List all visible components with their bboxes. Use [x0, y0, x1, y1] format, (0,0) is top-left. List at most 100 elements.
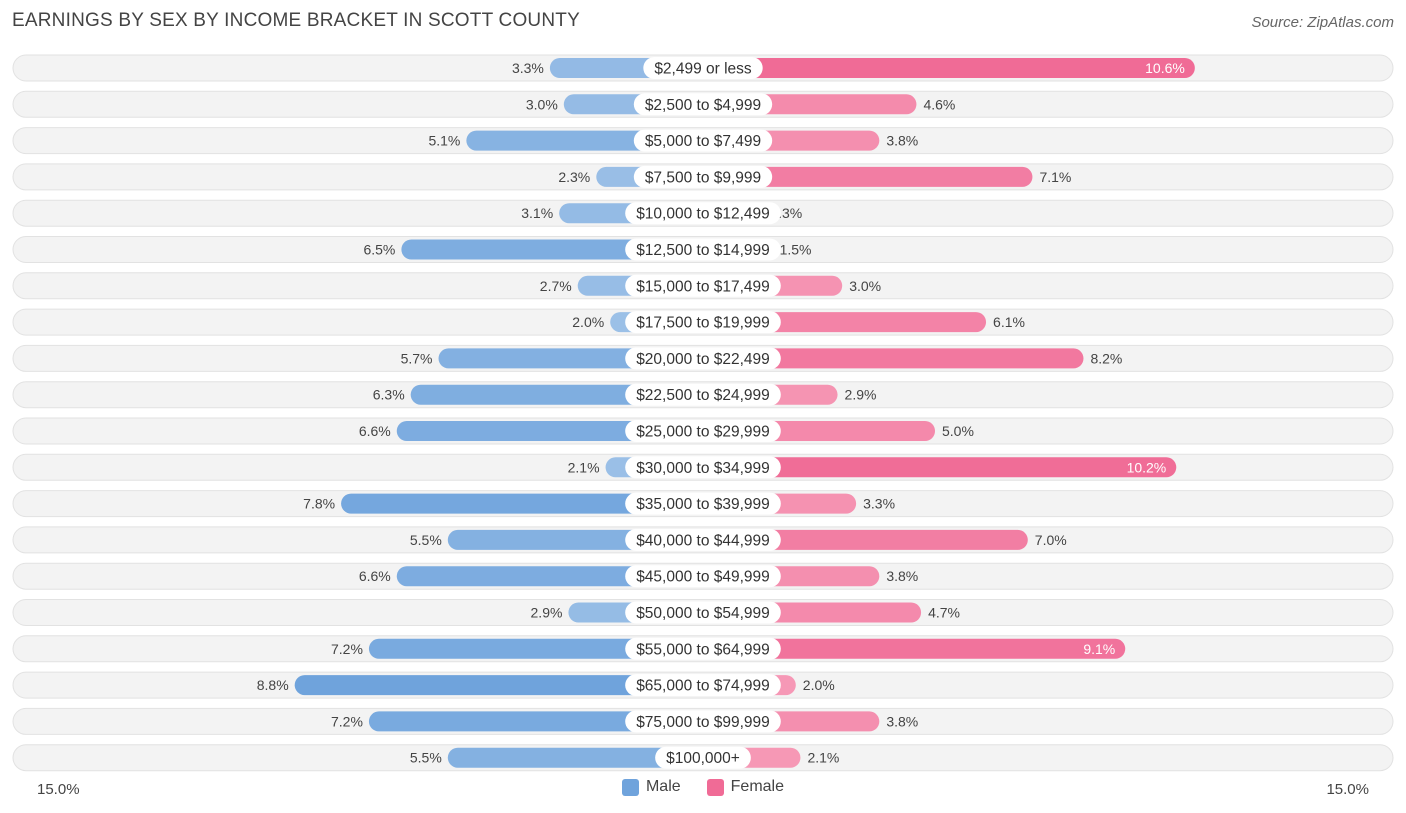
category-pill: [643, 57, 763, 79]
table-row: 8.8% 2.0% $65,000 to $74,999: [12, 671, 1394, 699]
category-pill: [625, 347, 781, 370]
category-pill: [625, 710, 781, 733]
category-pill: [625, 637, 781, 660]
legend-label-male: Male: [645, 778, 681, 795]
category-pill: [625, 420, 781, 442]
table-row: 5.7% 8.2% $20,000 to $22,499: [12, 344, 1394, 372]
category-pill: [625, 528, 781, 551]
value-label-female: 4.6%: [923, 96, 955, 112]
table-row: 6.3% 2.9% $22,500 to $24,999: [12, 381, 1394, 409]
value-label-female: 3.3%: [863, 496, 895, 512]
value-label-male: 6.6%: [359, 568, 391, 584]
category-label: $2,500 to $4,999: [645, 97, 761, 114]
category-pill: [625, 492, 781, 515]
category-label: $5,000 to $7,499: [645, 133, 761, 150]
bar-male[interactable]: [368, 711, 703, 732]
legend: Male Female: [0, 778, 1406, 796]
value-label-male: 2.0%: [572, 314, 604, 330]
category-pill: [625, 601, 781, 624]
category-label: $40,000 to $44,999: [636, 532, 770, 549]
category-label: $100,000+: [666, 750, 740, 767]
category-label: $2,499 or less: [654, 61, 752, 78]
table-row: 7.2% 9.1% $55,000 to $64,999: [12, 635, 1394, 663]
value-label-female: 3.8%: [886, 133, 918, 149]
bar-female[interactable]: [703, 638, 1126, 659]
value-label-male: 2.7%: [540, 278, 572, 294]
value-label-female: 7.0%: [1035, 532, 1067, 548]
table-row: 7.8% 3.3% $35,000 to $39,999: [12, 490, 1394, 518]
value-label-female: 1.5%: [780, 242, 812, 258]
category-pill: [625, 456, 781, 479]
table-row: 2.9% 4.7% $50,000 to $54,999: [12, 599, 1394, 626]
bar-female[interactable]: [703, 529, 1028, 550]
table-row: 6.5% 1.5% $12,500 to $14,999: [12, 236, 1394, 263]
value-label-male: 2.3%: [558, 169, 590, 185]
category-label: $15,000 to $17,499: [636, 278, 770, 295]
category-label: $50,000 to $54,999: [636, 605, 770, 622]
category-pill: [633, 129, 773, 152]
value-label-female: 3.8%: [886, 568, 918, 584]
axis-left-label: 15.0%: [37, 781, 80, 798]
value-label-male: 5.7%: [401, 350, 433, 366]
table-row: 5.5% 2.1% $100,000+: [12, 744, 1394, 772]
category-pill: [633, 93, 773, 116]
table-row: 3.0% 4.6% $2,500 to $4,999: [12, 90, 1394, 118]
category-pill: [625, 202, 781, 225]
table-row: 2.0% 6.1% $17,500 to $19,999: [12, 308, 1394, 336]
value-label-male: 3.1%: [521, 205, 553, 221]
value-label-female: 9.1%: [1083, 641, 1115, 657]
table-row: 5.1% 3.8% $5,000 to $7,499: [12, 127, 1394, 155]
category-pill: [625, 238, 781, 261]
bar-male[interactable]: [294, 675, 703, 696]
bar-female[interactable]: [703, 348, 1084, 369]
value-label-male: 7.2%: [331, 713, 363, 729]
category-label: $75,000 to $99,999: [636, 714, 770, 731]
value-label-female: 3.8%: [886, 713, 918, 729]
category-label: $20,000 to $22,499: [636, 351, 770, 368]
bar-female[interactable]: [703, 166, 1033, 187]
category-label: $17,500 to $19,999: [636, 315, 770, 332]
value-label-male: 6.3%: [373, 387, 405, 403]
value-label-female: 2.9%: [845, 387, 877, 403]
legend-item-male[interactable]: Male: [621, 778, 681, 796]
category-label: $45,000 to $49,999: [636, 569, 770, 586]
value-label-female: 8.2%: [1090, 350, 1122, 366]
bar-male[interactable]: [447, 747, 703, 768]
category-pill: [625, 674, 781, 697]
category-label: $30,000 to $34,999: [636, 460, 770, 477]
value-label-female: 2.0%: [803, 677, 835, 693]
category-label: $12,500 to $14,999: [636, 242, 770, 259]
table-row: 3.1% 1.3%$10,000 to $12,499: [12, 199, 1394, 227]
value-label-male: 3.0%: [526, 96, 558, 112]
value-label-male: 6.6%: [359, 423, 391, 439]
value-label-female: 7.1%: [1039, 169, 1071, 185]
category-label: $55,000 to $64,999: [636, 641, 770, 658]
legend-item-female[interactable]: Female: [706, 778, 784, 796]
bar-male[interactable]: [341, 493, 703, 514]
chart-title: EARNINGS BY SEX BY INCOME BRACKET IN SCO…: [12, 10, 580, 31]
category-pill: [633, 165, 773, 188]
bar-female[interactable]: [703, 457, 1177, 478]
bar-male[interactable]: [368, 638, 703, 659]
category-label: $10,000 to $12,499: [636, 206, 770, 223]
value-label-female: 6.1%: [993, 314, 1025, 330]
legend-swatch-male: [621, 778, 639, 796]
table-row: 2.1% 10.2% $30,000 to $34,999: [12, 453, 1394, 481]
source-note: Source: ZipAtlas.com: [1251, 14, 1394, 31]
legend-swatch-female: [706, 778, 724, 796]
table-row: 2.3% 7.1% $7,500 to $9,999: [12, 163, 1394, 191]
value-label-male: 6.5%: [363, 242, 395, 258]
table-row: 7.2% 3.8% $75,000 to $99,999: [12, 707, 1394, 735]
table-row: 2.7% 3.0% $15,000 to $17,499: [12, 272, 1394, 300]
category-pill: [625, 311, 781, 334]
category-label: $22,500 to $24,999: [636, 387, 770, 404]
value-label-male: 5.5%: [410, 532, 442, 548]
value-label-male: 8.8%: [257, 677, 289, 693]
value-label-female: 5.0%: [942, 423, 974, 439]
value-label-male: 7.8%: [303, 496, 335, 512]
category-label: $7,500 to $9,999: [645, 169, 761, 186]
value-label-male: 5.1%: [428, 133, 460, 149]
bar-female[interactable]: [703, 58, 1195, 78]
value-label-female: 2.1%: [807, 750, 839, 766]
